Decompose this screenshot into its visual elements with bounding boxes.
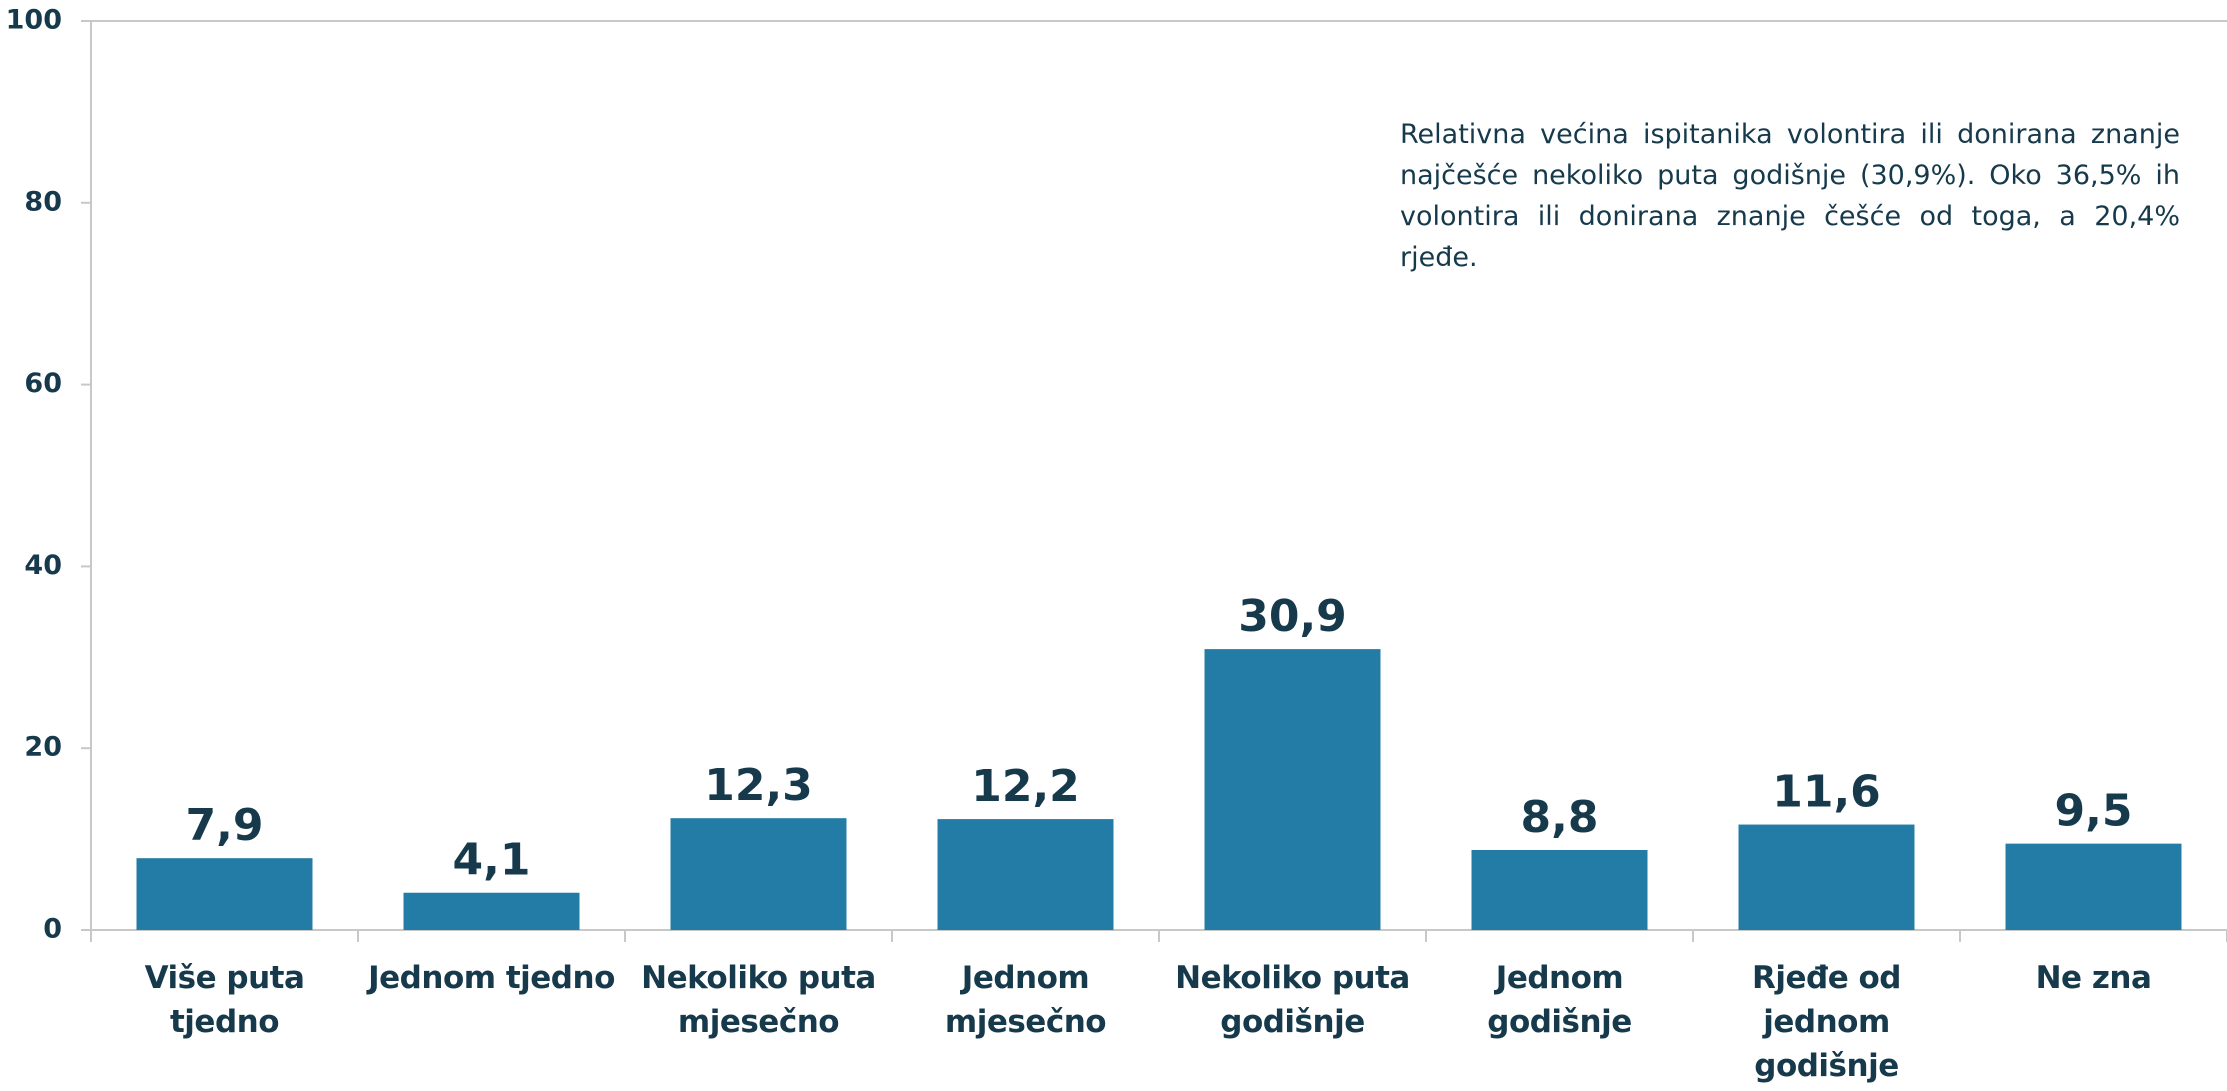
- x-tick-label: Rjeđe od jednom godišnje: [1751, 960, 1902, 1084]
- bar: [403, 892, 580, 930]
- y-tick-label: 80: [24, 186, 62, 217]
- bar: [937, 819, 1114, 930]
- value-label: 12,2: [971, 761, 1080, 812]
- value-label: 12,3: [704, 760, 813, 811]
- x-tick-label: Više puta tjedno: [144, 960, 305, 1040]
- annotation: Relativna većina ispitanika volontira il…: [1400, 119, 2180, 273]
- value-label: 4,1: [453, 835, 531, 886]
- x-tick-label: Nekoliko puta godišnje: [1175, 960, 1410, 1040]
- y-tick-label: 40: [24, 550, 62, 581]
- value-label: 8,8: [1521, 792, 1599, 843]
- bar: [2005, 843, 2182, 930]
- value-label: 30,9: [1238, 591, 1347, 642]
- x-tick-label: Ne zna: [2035, 960, 2152, 996]
- value-label: 9,5: [2055, 786, 2133, 837]
- x-tick-label: Jednom tjedno: [368, 960, 615, 996]
- bar: [1471, 850, 1648, 930]
- bar: [670, 818, 847, 930]
- value-label: 7,9: [186, 800, 264, 851]
- value-label: 11,6: [1772, 767, 1881, 818]
- x-tick-label: Jednom mjesečno: [944, 960, 1107, 1040]
- x-tick-label: Jednom godišnje: [1487, 960, 1632, 1040]
- y-tick-label: 60: [24, 368, 62, 399]
- y-tick-label: 0: [43, 914, 62, 945]
- bar: [136, 858, 313, 930]
- x-tick-label: Nekoliko puta mjesečno: [641, 960, 876, 1040]
- bar: [1204, 649, 1381, 930]
- y-tick-label: 100: [6, 5, 62, 36]
- y-tick-label: 20: [24, 732, 62, 763]
- bar: [1738, 824, 1915, 930]
